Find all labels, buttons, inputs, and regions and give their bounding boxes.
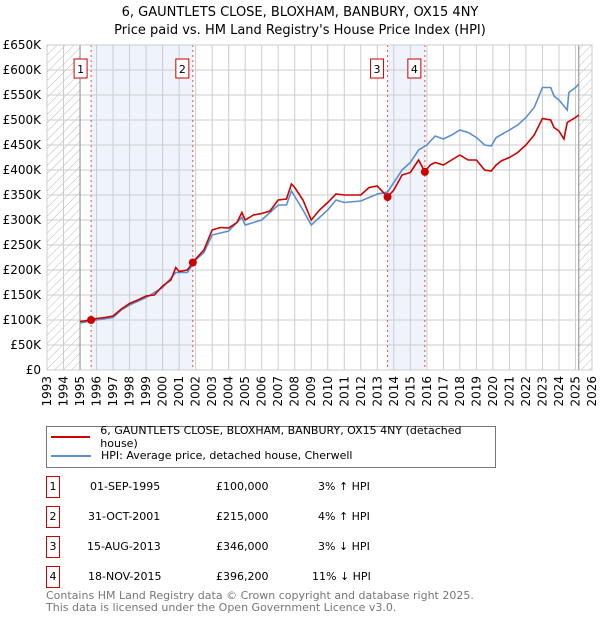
x-tick-label: 2008 xyxy=(288,376,302,407)
sale-date: 18-NOV-2015 xyxy=(88,570,162,583)
table-row: 2 31-OCT-2001 £215,000 4% ↑ HPI xyxy=(46,506,446,528)
marker-number: 3 xyxy=(46,536,60,558)
y-tick-label: £500K xyxy=(3,113,43,127)
table-row: 1 01-SEP-1995 £100,000 3% ↑ HPI xyxy=(46,476,446,498)
licence-text: This data is licensed under the Open Gov… xyxy=(46,601,397,614)
chart-title: 6, GAUNTLETS CLOSE, BLOXHAM, BANBURY, OX… xyxy=(0,4,600,40)
x-tick-label: 2019 xyxy=(469,376,483,407)
marker-number: 1 xyxy=(46,476,60,498)
y-tick-label: £650K xyxy=(3,38,43,52)
y-tick-label: £150K xyxy=(3,288,43,302)
title-line: 6, GAUNTLETS CLOSE, BLOXHAM, BANBURY, OX… xyxy=(121,5,479,20)
x-tick-label: 2007 xyxy=(271,376,285,407)
x-tick-label: 2017 xyxy=(436,376,450,407)
sale-point xyxy=(188,258,197,267)
y-tick-label: £400K xyxy=(3,163,43,177)
x-tick-label: 2001 xyxy=(172,376,186,407)
legend: 6, GAUNTLETS CLOSE, BLOXHAM, BANBURY, OX… xyxy=(46,424,496,468)
x-tick-label: 1993 xyxy=(40,376,54,407)
x-tick-label: 2025 xyxy=(568,376,582,407)
y-tick-label: £450K xyxy=(3,138,43,152)
sale-date: 15-AUG-2013 xyxy=(87,540,161,553)
sale-marker-label: 3 xyxy=(374,63,381,76)
sale-date: 01-SEP-1995 xyxy=(90,480,161,493)
y-tick-label: £550K xyxy=(3,88,43,102)
blue-line-swatch xyxy=(51,454,91,457)
legend-item-property: 6, GAUNTLETS CLOSE, BLOXHAM, BANBURY, OX… xyxy=(47,424,495,450)
hpi-diff: 11% ↓ HPI xyxy=(312,570,371,583)
y-tick-label: £100K xyxy=(3,313,43,327)
x-tick-label: 2016 xyxy=(420,376,434,407)
sale-point xyxy=(383,193,392,201)
sale-marker-label: 2 xyxy=(179,63,186,76)
x-tick-label: 2021 xyxy=(502,376,516,407)
sale-date: 31-OCT-2001 xyxy=(88,510,161,523)
hpi-diff: 4% ↑ HPI xyxy=(318,510,370,523)
x-tick-label: 2005 xyxy=(238,376,252,407)
sale-marker-label: 1 xyxy=(77,63,84,76)
sale-price: £100,000 xyxy=(216,480,269,493)
x-tick-label: 2020 xyxy=(486,376,500,407)
x-tick-label: 2010 xyxy=(321,376,335,407)
footer: Contains HM Land Registry data © Crown c… xyxy=(46,590,474,614)
red-line-swatch xyxy=(51,435,91,438)
sale-marker-box xyxy=(370,58,385,79)
sale-marker-label: 4 xyxy=(411,63,418,76)
x-tick-label: 1999 xyxy=(139,376,153,407)
x-tick-label: 2000 xyxy=(156,376,170,407)
hpi-diff: 3% ↓ HPI xyxy=(318,540,370,553)
y-tick-label: £350K xyxy=(3,188,43,202)
x-tick-label: 2009 xyxy=(304,376,318,407)
plot-border xyxy=(46,44,593,371)
legend-item-hpi: HPI: Average price, detached house, Cher… xyxy=(47,446,495,465)
y-tick-label: £600K xyxy=(3,63,43,77)
marker-number: 4 xyxy=(46,566,60,588)
x-tick-label: 2018 xyxy=(453,376,467,407)
shaded-period xyxy=(91,45,193,370)
hatched-no-data-region xyxy=(578,45,592,370)
x-tick-label: 1994 xyxy=(57,376,71,407)
legend-label: 6, GAUNTLETS CLOSE, BLOXHAM, BANBURY, OX… xyxy=(100,423,462,450)
sale-point xyxy=(87,316,96,324)
sale-marker-box xyxy=(73,58,88,79)
shaded-period xyxy=(387,45,425,370)
x-tick-label: 2013 xyxy=(370,376,384,407)
y-tick-label: £0 xyxy=(26,363,41,377)
sale-price: £215,000 xyxy=(216,510,269,523)
hpi-diff: 3% ↑ HPI xyxy=(318,480,370,493)
x-tick-label: 2006 xyxy=(255,376,269,407)
y-tick-label: £250K xyxy=(3,238,43,252)
x-tick-label: 2024 xyxy=(552,376,566,407)
marker-number: 2 xyxy=(46,506,60,528)
x-tick-label: 2014 xyxy=(387,376,401,407)
x-tick-label: 2015 xyxy=(403,376,417,407)
x-tick-label: 2012 xyxy=(354,376,368,407)
y-tick-label: £50K xyxy=(10,338,42,352)
x-tick-label: 1998 xyxy=(123,376,137,407)
sale-marker-box xyxy=(175,58,190,79)
x-tick-label: 1995 xyxy=(73,376,87,407)
x-tick-label: 2002 xyxy=(189,376,203,407)
y-tick-label: £200K xyxy=(3,263,43,277)
x-tick-label: 2003 xyxy=(205,376,219,407)
x-tick-label: 1997 xyxy=(106,376,120,407)
subtitle-line: Price paid vs. HM Land Registry's House … xyxy=(114,23,486,38)
sale-price: £396,200 xyxy=(216,570,269,583)
x-tick-label: 2022 xyxy=(519,376,533,407)
y-tick-label: £300K xyxy=(3,213,43,227)
price-chart: 1993 1994 1995 1996 1997 1998 1999 2000 2001 2002… xyxy=(3,38,599,407)
x-tick-label: 2011 xyxy=(337,376,351,407)
table-row: 4 18-NOV-2015 £396,200 11% ↓ HPI xyxy=(46,566,446,588)
x-tick-label: 2004 xyxy=(222,376,236,407)
sale-marker-box xyxy=(407,58,422,79)
x-tick-label: 1996 xyxy=(90,376,104,407)
price-paid-line xyxy=(79,114,580,323)
x-tick-label: 2023 xyxy=(535,376,549,407)
copyright-text: Contains HM Land Registry data © Crown c… xyxy=(46,589,474,602)
sale-price: £346,000 xyxy=(216,540,269,553)
table-row: 3 15-AUG-2013 £346,000 3% ↓ HPI xyxy=(46,536,446,558)
sale-point xyxy=(420,167,429,176)
x-tick-label: 2026 xyxy=(585,376,599,407)
legend-label: HPI: Average price, detached house, Cher… xyxy=(101,449,353,462)
